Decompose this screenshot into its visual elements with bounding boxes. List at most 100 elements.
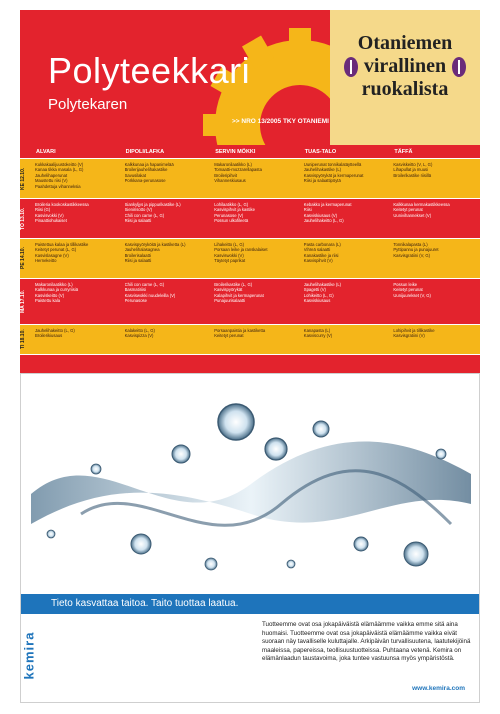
menu-cell: Makaronilaatikko (L) Kalkkunaa ja curryri… [32,279,122,324]
menu-item: Hernekeitto [35,258,57,264]
menu-item: Uunivihannekset (V) [393,212,432,218]
menu-cell: Kalkkunaa kermakastikkeessa Keitetyt peru… [390,199,480,238]
menu-item: Kukkakaalijuustokeitto (V) [35,162,84,167]
menu-cell: Broilerikastike (L, G) Kasvispyörykät Kala… [211,279,301,324]
menu-item: Uunijuurekset (V, G) [393,292,431,298]
column-header: SERVIN MÖKKI [215,149,256,155]
menu-item: Kasvispyöryköitä ja kastiketta (L) [124,242,186,247]
menu-item: Kasviskiusaus [303,298,331,304]
menu-item: Lohikeitto (L, G) [303,292,334,298]
column-header: ALVARI [36,149,56,155]
menu-item: Kasvispizza (V) [124,333,154,339]
menu-item: Kasviskiusaus (V) [303,212,338,218]
menu-day-row: TO 13.10. Broileria kookoskastikkeessa Rii… [20,199,480,239]
menu-cell: Kanapasta (L) Kasviscurry (V) [301,325,391,354]
menu-cell: Tonnikalapasta (L) Pyttipannu ja punajuur… [390,239,480,278]
menu-item: Keitetyt perunat [393,207,423,213]
kemira-advertisement: Tieto kasvattaa taitoa. Taito tuottaa la… [20,373,480,703]
menu-cell: Makaronilaatikko (L) Tomaatti-mozzarellap… [211,159,301,198]
menu-item: Kalakeitto (L, G) [124,328,155,333]
menu-item: Kasviswokki (V) [214,252,244,258]
menu-cell: Pasta carbonara (L) Vihreä salaatti Kanaka… [301,239,391,278]
menu-item: Pyttipannu ja punajuuret [393,247,439,253]
menu-item: Kasvisgratiini (V, G) [393,252,431,258]
menu-cell: Porsaanpaistia ja kastiketta Keitetyt per… [211,325,301,354]
knife-icon [452,56,467,77]
menu-item: Lohipihvit ja tillikastike [393,328,435,333]
menu-item: Keitetyt perunat (L, G) [35,247,77,253]
menu-item: Kasvispyörykät [214,287,243,293]
menu-item: Paistettu kala [35,298,61,304]
menu-title-line2-wrap: virallinen [330,55,480,78]
menu-item: Makaronilaatikko (L) [214,162,252,167]
menu-item: Basmatiriisi [124,287,146,293]
menu-item: Pasta carbonara (L) [303,242,341,247]
water-splash-image [21,374,479,594]
menu-item: Kasviswokki nuudeleilla (V) [124,292,176,298]
gear-tooth [203,114,229,136]
menu-cell: Uuniperunat tonnikalatäytteellä Jauheliha… [301,159,391,198]
ad-tagline: Tieto kasvattaa taitoa. Taito tuottaa la… [21,594,479,614]
column-header: TUAS-TALO [304,149,337,155]
menu-item: Kasvispyörykät ja kermaperunat [303,172,364,178]
menu-day-row: MA 17.10. Makaronilaatikko (L) Kalkkunaa j… [20,279,480,325]
menu-cell: Chili con carne (L, G) Basmatiriisi Kasvis… [122,279,212,324]
menu-item: Kasvisvokki (V) [35,212,64,218]
menu-item: Chili con carne (L, G) [124,282,165,287]
menu-item: Uuniperunat tonnikalatäytteellä [303,162,362,167]
day-label: KE 12.10. [20,167,26,190]
fork-icon [343,56,358,77]
ad-url-link[interactable]: www.kemira.com [412,685,465,692]
menu-cell: Kebakko ja kermaperunat Riisi Kasviskiusau… [301,199,391,238]
menu-item: Keitetyt perunat [393,287,423,293]
menu-day-row: PE 14.10. Paistettua kalaa ja tillikastik… [20,239,480,279]
menu-item: Jauhelihakastike (L) [303,167,342,173]
menu-item: Kasviscurry (V) [303,333,333,339]
menu-cell: Lihakeitto (L, G) Porsaan leike ja ranska… [211,239,301,278]
menu-title-line1: Otaniemen [357,32,453,54]
column-header: TÄFFÄ [394,149,413,155]
menu-item: Broilerisalaatti [124,252,151,258]
issue-line: >> NRO 13/2005 TKY OTANIEMI [232,118,329,125]
menu-item: Kalkkunaa ja curryriisiä [35,287,79,293]
menu-day-row: KE 12.10. Kukkakaalijuustokeitto (V) Kanaa… [20,159,480,199]
day-label: TI 18.10. [20,329,26,350]
menu-item: Vihanneskiusaus [214,178,246,184]
menu-item: Broileripihvit [214,172,237,178]
menu-cell: Lohilaatikko (L, G) Kasvispihvit ja kasti… [211,199,301,238]
menu-item: Maustettu riisi (V) [35,178,68,184]
menu-item: Jauhelihakastike (L) [303,282,342,287]
menu-item: Broilerikiusaus [35,333,63,339]
menu-item: Riisi ja salaattipöytä [303,178,341,184]
menu-cell: Kasvispyöryköitä ja kastiketta (L) Jauhel… [122,239,212,278]
masthead-title: Polyteekkari [48,50,251,91]
menu-item: Broileria kookoskastikkeessa [35,202,89,207]
menu-item: Jauhelihakeitto (L, G) [35,328,75,333]
menu-cell: Kasviskeitto (V, L, G) Lihapullat ja muus… [390,159,480,198]
menu-item: Savusilakat [124,172,147,178]
ad-body-text: Tuotteemme ovat osa jokapäiväistä elämää… [262,621,471,663]
menu-cell: Kalkkunaa ja hapanimelää Broilerijauhelih… [122,159,212,198]
gear-tooth [289,28,311,54]
menu-item: Chili con carne (L, G) [124,212,165,218]
masthead-subtitle: Polytekaren [48,96,128,113]
menu-item: Spagetti (V) [303,287,326,293]
menu-item: Riisi [303,207,312,213]
menu-item: Riisi ja salaatti [124,258,152,264]
menu-item: Riisi ja salaatti [124,218,152,224]
menu-item: Porkkana-perunasose [124,178,166,184]
menu-item: Possun ulkofileetä [214,218,249,224]
menu-item: Sienirisotto (V) [124,207,153,213]
menu-item: Porsaan leike ja ranskalaiset [214,247,268,253]
menu-item: Jauhelihalasagnea [124,247,160,253]
kemira-logo-text: kemira [21,631,37,680]
menu-cell: Jauhelihakeitto (L, G) Broilerikiusaus [32,325,122,354]
kemira-logo: kemira [21,622,45,692]
menu-item: Kanapasta (L) [303,328,331,333]
menu-item: Kalkkunaa kermakastikkeessa [393,202,450,207]
menu-item: Porsaanpaistia ja kastiketta [214,328,266,333]
menu-title-line2: virallinen [363,55,447,77]
menu-item: Broilerikastike riisillä [393,172,432,178]
menu-item: Lihakeitto (L, G) [214,242,244,247]
menu-item: Makaronilaatikko (L) [35,282,73,287]
